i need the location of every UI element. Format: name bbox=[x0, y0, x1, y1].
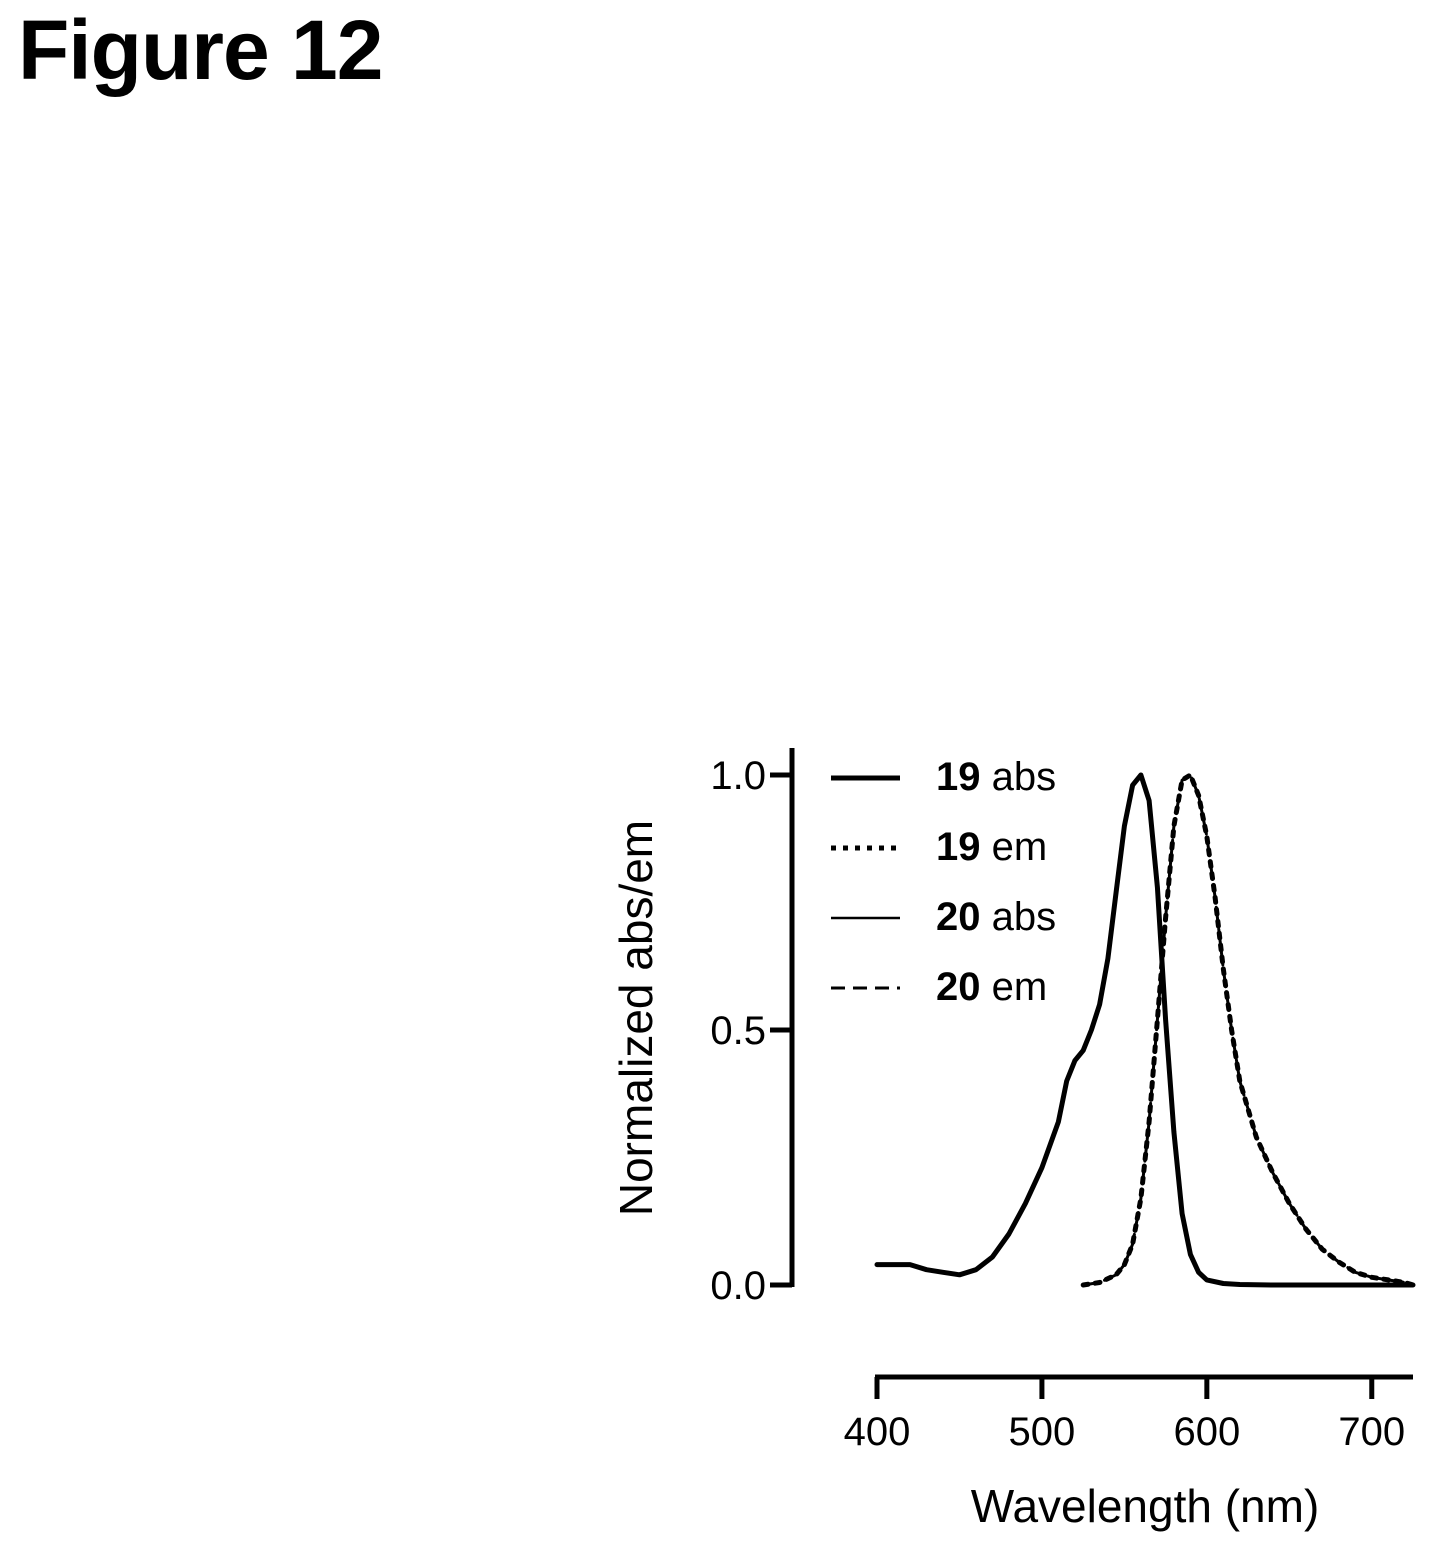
legend-entry: 20 abs bbox=[936, 895, 1056, 939]
x-tick-label: 400 bbox=[844, 1410, 911, 1454]
y-tick-label: 0.0 bbox=[710, 1264, 766, 1308]
legend-suffix: em bbox=[981, 965, 1048, 1009]
series-layer bbox=[874, 772, 1416, 1288]
x-tick-label: 500 bbox=[1009, 1410, 1076, 1454]
y-axis-label: Normalized abs/em bbox=[610, 820, 662, 1216]
legend-suffix: abs bbox=[981, 895, 1057, 939]
legend-number: 19 bbox=[936, 755, 981, 799]
legend-suffix: em bbox=[981, 825, 1048, 869]
x-tick-label: 600 bbox=[1173, 1410, 1240, 1454]
legend-suffix: abs bbox=[981, 755, 1057, 799]
series-line-19-em bbox=[1080, 772, 1416, 1288]
legend-number: 19 bbox=[936, 825, 981, 869]
y-tick-label: 0.5 bbox=[710, 1009, 766, 1053]
y-tick-label: 1.0 bbox=[710, 754, 766, 798]
x-axis-label: Wavelength (nm) bbox=[971, 1480, 1320, 1532]
x-tick-label: 700 bbox=[1338, 1410, 1405, 1454]
legend-entry: 19 abs bbox=[936, 755, 1056, 799]
figure-title: Figure 12 bbox=[18, 3, 383, 97]
series-line-20-abs bbox=[875, 773, 1415, 1287]
legend-entry: 20 em bbox=[936, 965, 1047, 1009]
legend-number: 20 bbox=[936, 895, 981, 939]
legend-entry: 19 em bbox=[936, 825, 1047, 869]
y-axis: 0.0 0.5 1.0 bbox=[710, 748, 795, 1308]
legend-number: 20 bbox=[936, 965, 981, 1009]
x-axis: 400 500 600 700 bbox=[844, 1374, 1413, 1454]
series-line-20-em bbox=[1081, 773, 1415, 1287]
